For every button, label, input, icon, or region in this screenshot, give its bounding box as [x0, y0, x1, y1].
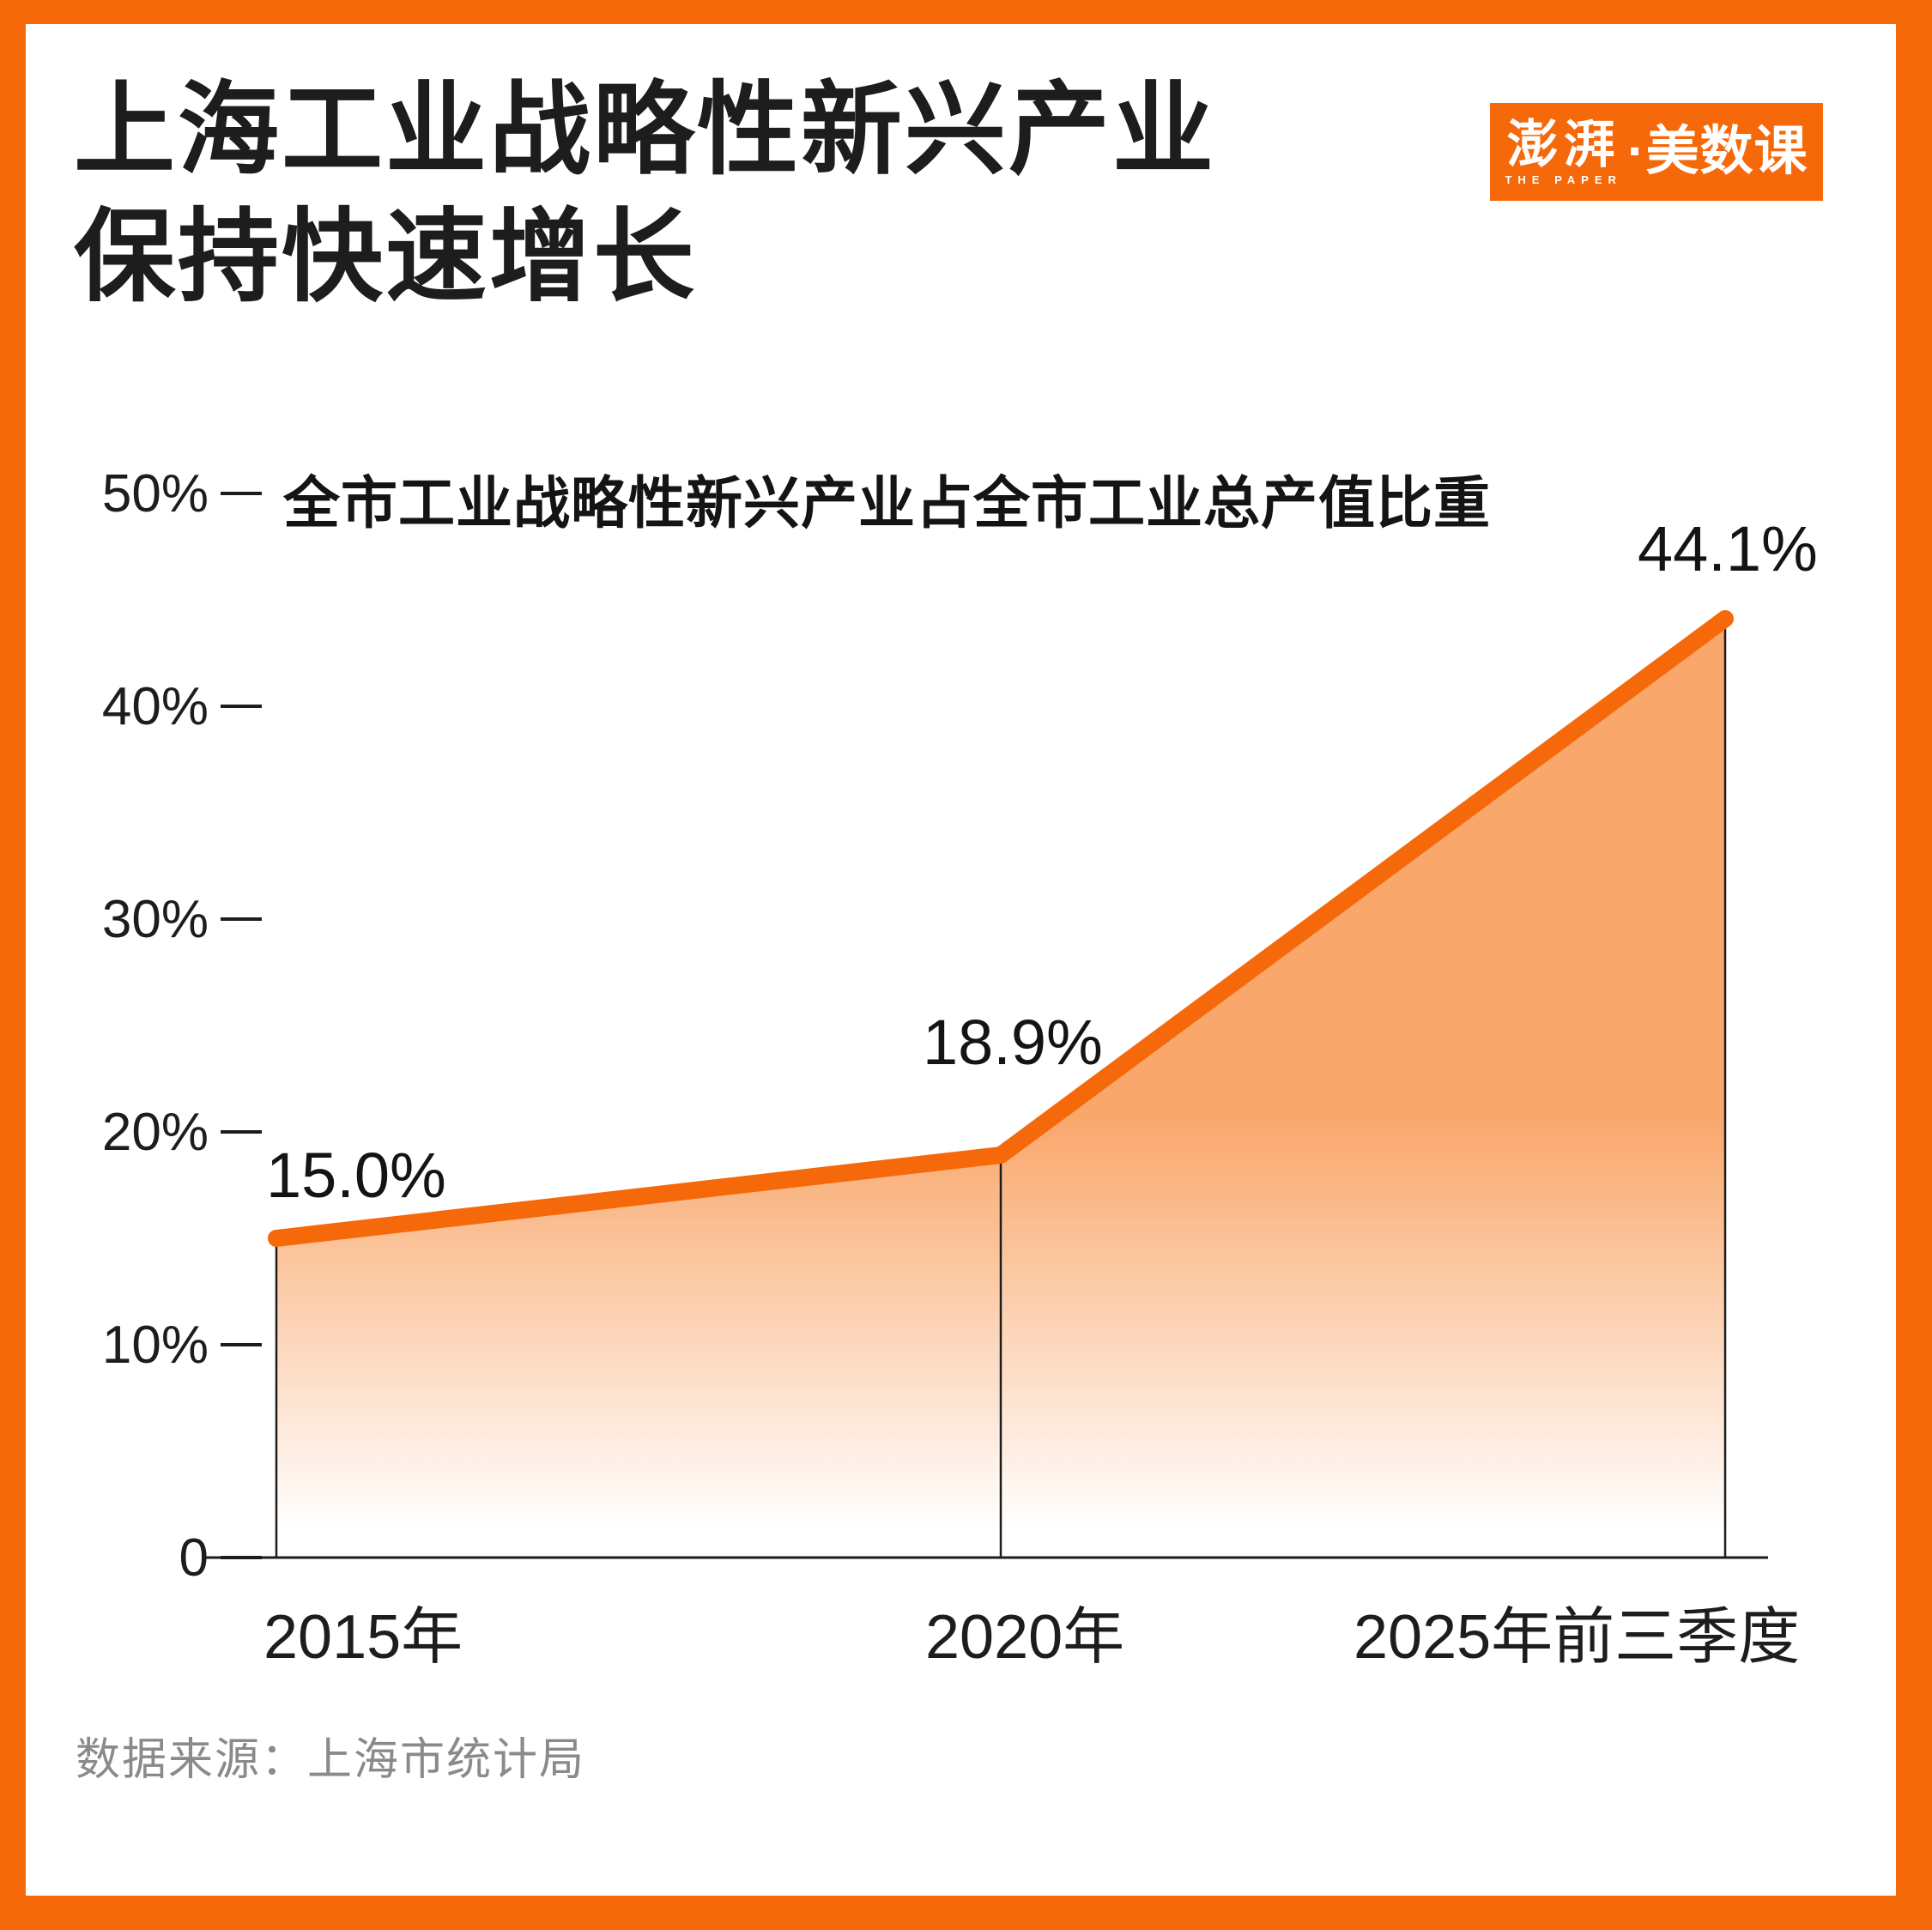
- y-tick-10: 10%: [51, 1310, 275, 1379]
- x-label-2015: 2015年: [263, 1603, 463, 1672]
- brand-logo-en: THE PAPER: [1505, 172, 1622, 186]
- value-label-2020: 18.9%: [923, 1007, 1103, 1078]
- page-title-line2: 保持快速增长: [74, 201, 698, 314]
- y-tick-40: 40%: [51, 672, 275, 741]
- page-title: 上海工业战略性新兴产业 保持快速增长: [74, 67, 1216, 321]
- brand-logo-left: 澎湃 THE PAPER: [1505, 115, 1622, 186]
- y-tick-label: 50%: [101, 463, 209, 523]
- y-tick-50: 50%: [51, 459, 275, 528]
- y-tick-mark: [221, 705, 262, 708]
- brand-logo-suffix: ·美数课: [1626, 122, 1808, 181]
- y-tick-label: 0: [179, 1528, 209, 1588]
- y-tick-mark: [221, 917, 262, 921]
- brand-logo-cn: 澎湃: [1506, 115, 1620, 173]
- y-tick-label: 20%: [101, 1102, 209, 1162]
- page-title-line1: 上海工业战略性新兴产业: [74, 74, 1217, 187]
- brand-logo: 澎湃 THE PAPER ·美数课: [1490, 103, 1823, 201]
- value-label-2015: 15.0%: [266, 1140, 446, 1211]
- value-label-2025: 44.1%: [1638, 513, 1818, 584]
- y-tick-label: 40%: [101, 676, 209, 736]
- y-tick-30: 30%: [51, 885, 275, 953]
- chart-title: 全市工业战略性新兴产业占全市工业总产值比重: [283, 471, 1491, 535]
- x-label-2025: 2025年前三季度: [1354, 1603, 1801, 1672]
- y-tick-0: 0: [51, 1523, 275, 1592]
- y-tick-mark: [221, 1343, 262, 1346]
- y-tick-20: 20%: [51, 1098, 275, 1166]
- data-source: 数据来源：上海市统计局: [76, 1735, 586, 1785]
- y-tick-label: 30%: [101, 889, 209, 949]
- y-tick-mark: [221, 1556, 262, 1559]
- y-tick-label: 10%: [101, 1315, 209, 1375]
- x-label-2020: 2020年: [925, 1603, 1125, 1672]
- area-fill: [276, 619, 1725, 1558]
- y-tick-mark: [221, 492, 262, 495]
- trend-line: [268, 610, 1734, 1247]
- y-tick-mark: [221, 1130, 262, 1134]
